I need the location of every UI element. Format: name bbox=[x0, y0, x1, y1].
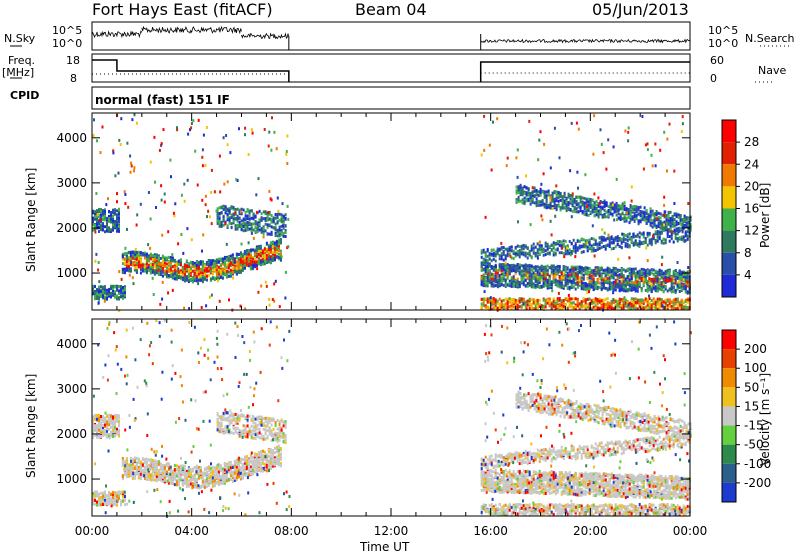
velocity-colorbar-tick-label-7: 200 bbox=[744, 342, 767, 356]
velocity-colorbar-tick-label-1: -100 bbox=[744, 457, 771, 471]
power-panel-ytick-label-3: 4000 bbox=[56, 131, 87, 145]
nsearch-tick-low: 10^0 bbox=[708, 37, 739, 50]
nsky-trace-early bbox=[91, 30, 143, 39]
power-colorbar-tick-label-5: 24 bbox=[744, 157, 759, 171]
velocity-colorbar-swatch-0 bbox=[722, 330, 736, 350]
power-colorbar-tick-label-1: 8 bbox=[744, 246, 752, 260]
velocity-colorbar-swatch-1 bbox=[722, 349, 736, 369]
freq-unit: [MHz] bbox=[2, 66, 35, 79]
power-colorbar-tick-label-3: 16 bbox=[744, 202, 759, 216]
freq-trace-early bbox=[92, 59, 290, 82]
x-tick-label-2: 08:00 bbox=[274, 524, 309, 538]
velocity-colorbar-swatch-6 bbox=[722, 444, 736, 464]
power-colorbar-label: Power [dB] bbox=[758, 182, 772, 248]
power-colorbar-tick-label-6: 28 bbox=[744, 135, 759, 149]
velocity-colorbar-tick-label-4: 15 bbox=[744, 399, 759, 413]
power-colorbar-swatch-2 bbox=[722, 164, 736, 187]
power-panel-ytick-label-1: 2000 bbox=[56, 221, 87, 235]
nsky-panel-frame bbox=[91, 21, 691, 51]
power-panel-ytick-label-0: 1000 bbox=[56, 266, 87, 280]
beam-label: Beam 04 bbox=[355, 0, 427, 19]
velocity-colorbar-swatch-4 bbox=[722, 406, 736, 426]
nsky-trace-evening bbox=[480, 38, 691, 44]
velocity-panel-ytick-label-0: 1000 bbox=[56, 472, 87, 486]
cpid-panel-frame bbox=[91, 86, 691, 110]
velocity-colorbar-tick-label-3: -15 bbox=[744, 419, 764, 433]
freq-panel-frame bbox=[91, 53, 691, 83]
power-colorbar-swatch-4 bbox=[722, 208, 736, 231]
velocity-colorbar-swatch-2 bbox=[722, 368, 736, 388]
power-colorbar-swatch-3 bbox=[722, 186, 736, 209]
nave-tick-low: 0 bbox=[710, 72, 717, 85]
x-axis-title: Time UT bbox=[360, 540, 410, 554]
velocity-colorbar-swatch-5 bbox=[722, 425, 736, 445]
velocity-colorbar-frame bbox=[721, 329, 737, 503]
velocity-colorbar-swatch-3 bbox=[722, 387, 736, 407]
nsearch-tick-high: 10^5 bbox=[708, 24, 739, 37]
freq-label: Freq. bbox=[8, 54, 36, 67]
velocity-colorbar-label: Velocity [m s⁻¹] bbox=[758, 372, 772, 466]
velocity-colorbar-tick-label-6: 100 bbox=[744, 361, 767, 375]
chart-title: Fort Hays East (fitACF) bbox=[92, 0, 273, 19]
freq-trace-late bbox=[479, 61, 690, 82]
velocity-colorbar-tick-label-5: 50 bbox=[744, 380, 759, 394]
nsky-trace-late bbox=[241, 32, 290, 40]
x-tick-label-3: 12:00 bbox=[374, 524, 409, 538]
velocity-panel-ytick-label-2: 3000 bbox=[56, 382, 87, 396]
power-panel-ylabel: Slant Range [km] bbox=[24, 167, 38, 272]
nave-label: Nave bbox=[758, 64, 787, 77]
velocity-colorbar-swatch-7 bbox=[722, 463, 736, 483]
nsky-label: N.Sky bbox=[4, 32, 36, 45]
velocity-colorbar-tick-label-2: -50 bbox=[744, 438, 764, 452]
x-tick-label-4: 16:00 bbox=[473, 524, 508, 538]
power-panel-ytick-label-2: 3000 bbox=[56, 176, 87, 190]
velocity-panel-ytick-label-1: 2000 bbox=[56, 427, 87, 441]
power-panel-cells bbox=[92, 113, 692, 313]
x-tick-label-0: 00:00 bbox=[75, 524, 110, 538]
nave-tick-high: 60 bbox=[710, 54, 724, 67]
freq-tick-high: 18 bbox=[66, 54, 80, 67]
velocity-panel-cells bbox=[92, 319, 692, 518]
power-colorbar-swatch-6 bbox=[722, 252, 736, 275]
power-colorbar-tick-label-0: 4 bbox=[744, 268, 752, 282]
nsky-trace-mid bbox=[141, 25, 242, 35]
date-label: 05/Jun/2013 bbox=[592, 0, 689, 19]
nsky-tick-low: 10^0 bbox=[52, 37, 83, 50]
power-colorbar-swatch-7 bbox=[722, 274, 736, 297]
velocity-colorbar-swatch-8 bbox=[722, 482, 736, 502]
power-colorbar-swatch-5 bbox=[722, 230, 736, 253]
velocity-panel-ylabel: Slant Range [km] bbox=[24, 373, 38, 478]
cpid-label: CPID bbox=[10, 89, 40, 102]
cpid-text: normal (fast) 151 IF bbox=[95, 93, 230, 107]
velocity-colorbar-tick-label-0: -200 bbox=[744, 476, 771, 490]
velocity-panel-ytick-label-3: 4000 bbox=[56, 337, 87, 351]
x-tick-label-5: 20:00 bbox=[573, 524, 608, 538]
x-tick-label-1: 04:00 bbox=[174, 524, 209, 538]
power-colorbar-swatch-1 bbox=[722, 142, 736, 165]
x-tick-label-6: 00:00 bbox=[673, 524, 708, 538]
nsky-tick-high: 10^5 bbox=[52, 24, 83, 37]
freq-tick-low: 8 bbox=[70, 72, 77, 85]
power-colorbar-swatch-0 bbox=[722, 120, 736, 143]
power-colorbar-tick-label-2: 12 bbox=[744, 224, 759, 238]
power-colorbar-tick-label-4: 20 bbox=[744, 179, 759, 193]
nsearch-label: N.Search bbox=[745, 32, 795, 45]
